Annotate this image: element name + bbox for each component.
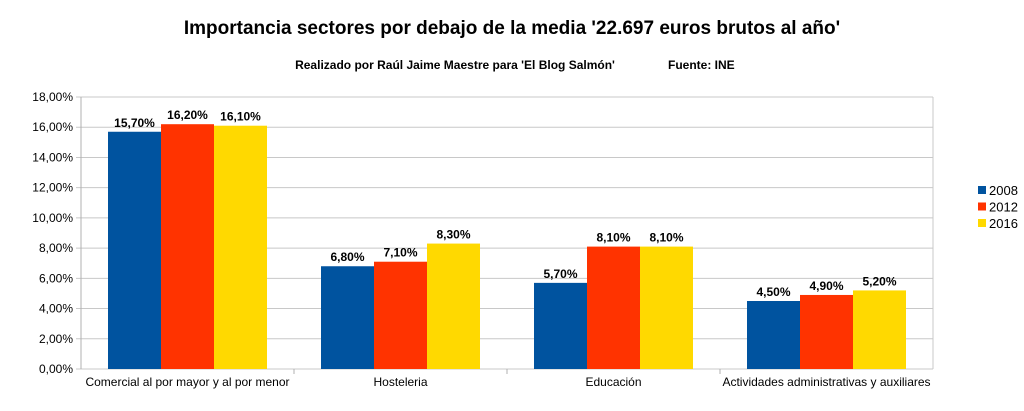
chart-subtitle: Realizado por Raúl Jaime Maestre para 'E… [295,58,615,72]
y-tick-label: 6,00% [39,271,73,285]
bar-2016 [427,243,480,369]
data-label: 6,80% [330,250,364,264]
y-tick-label: 16,00% [32,120,73,134]
y-tick-label: 14,00% [32,150,73,164]
legend-label: 2012 [989,200,1018,215]
data-label: 8,10% [596,231,630,245]
bar-2016 [853,290,906,369]
data-label: 5,20% [862,274,896,288]
data-label: 15,70% [114,116,155,130]
data-label: 4,50% [756,285,790,299]
y-tick-label: 0,00% [39,362,73,376]
y-tick-label: 12,00% [32,181,73,195]
bar-2008 [108,131,161,369]
data-label: 7,10% [383,246,417,260]
x-tick-label: Educación [585,375,641,389]
y-tick-label: 18,00% [32,90,73,104]
y-tick-label: 10,00% [32,211,73,225]
y-tick-label: 8,00% [39,241,73,255]
bar-2016 [640,246,693,369]
bar-2012 [374,261,427,369]
data-label: 8,10% [649,231,683,245]
legend-swatch [978,219,986,227]
legend-swatch [978,202,986,211]
data-label: 8,30% [436,228,470,242]
bar-2012 [587,246,640,369]
data-label: 16,10% [220,110,261,124]
chart-source: Fuente: INE [668,58,735,72]
legend-label: 2008 [989,183,1018,198]
bar-2016 [214,125,267,369]
y-tick-label: 4,00% [39,302,73,316]
y-tick-label: 2,00% [39,332,73,346]
bar-2008 [321,266,374,369]
bar-2012 [800,294,853,369]
legend-swatch [978,186,986,194]
bar-2008 [747,301,800,369]
data-label: 16,20% [167,108,208,122]
data-label: 5,70% [543,267,577,281]
bar-2012 [161,124,214,369]
bar-2008 [534,282,587,369]
x-tick-label: Comercial al por mayor y al por menor [85,375,289,389]
x-tick-label: Hosteleria [373,375,427,389]
data-label: 4,90% [809,279,843,293]
chart-title: Importancia sectores por debajo de la me… [184,18,840,39]
x-tick-label: Actividades administrativas y auxiliares [722,375,930,389]
legend-label: 2016 [989,216,1018,231]
